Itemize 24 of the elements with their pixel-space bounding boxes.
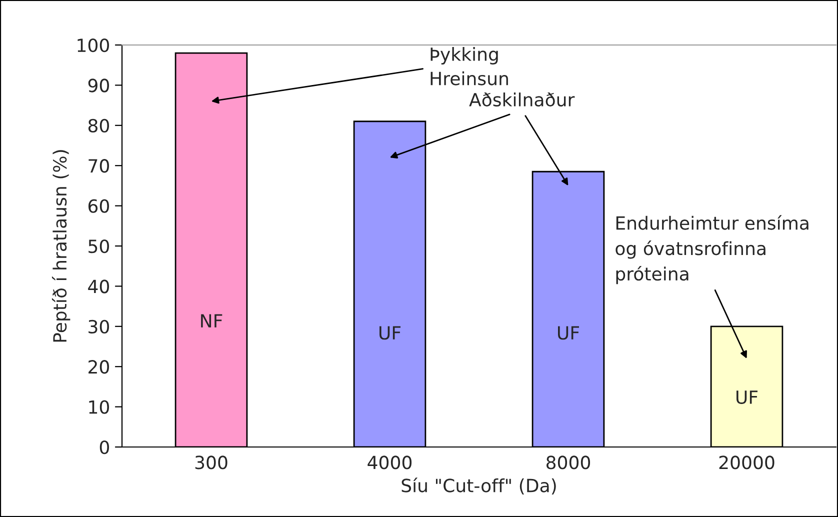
annotation: Þykking Hreinsun — [430, 47, 508, 86]
y-axis-title: Peptíð í hratlausn (%) — [52, 150, 70, 342]
y-tick-label: 50 — [88, 239, 109, 254]
y-tick-label: 90 — [88, 78, 109, 92]
annotation: UF — [558, 326, 579, 340]
y-tick-label: 100 — [78, 38, 109, 52]
x-tick-label: 4000 — [368, 456, 412, 470]
x-axis-title: Síu "Cut-off" (Da) — [402, 478, 556, 494]
y-tick-label: 60 — [88, 199, 109, 213]
annotation: NF — [201, 314, 222, 328]
y-tick-label: 10 — [89, 400, 109, 414]
y-tick-label: 70 — [88, 159, 109, 173]
y-tick-label: 80 — [88, 118, 109, 133]
annotation: Endurheimtur ensíma og óvatnsrofinna próteina — [616, 215, 808, 284]
y-tick-label: 30 — [88, 320, 109, 334]
annotation: Aðskilnaður — [469, 92, 575, 107]
x-tick-label: 300 — [195, 456, 228, 470]
annotation: UF — [736, 390, 758, 404]
x-tick-label: 8000 — [546, 456, 590, 470]
y-tick-label: 40 — [88, 280, 109, 294]
y-tick-label: 0 — [100, 440, 109, 454]
y-tick-label: 20 — [88, 360, 109, 374]
annotation: UF — [380, 326, 400, 340]
x-tick-label: 20000 — [719, 456, 774, 470]
